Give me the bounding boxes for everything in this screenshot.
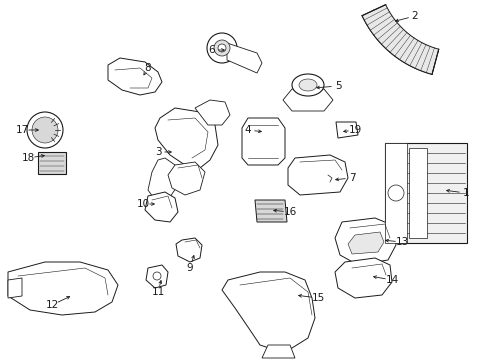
Circle shape bbox=[387, 185, 403, 201]
Polygon shape bbox=[38, 152, 66, 174]
Polygon shape bbox=[155, 108, 218, 168]
Polygon shape bbox=[145, 192, 178, 222]
Polygon shape bbox=[108, 58, 162, 95]
Bar bbox=[384, 143, 466, 243]
Text: 14: 14 bbox=[385, 275, 398, 285]
Text: 12: 12 bbox=[45, 300, 59, 310]
Polygon shape bbox=[222, 272, 314, 350]
Circle shape bbox=[32, 117, 58, 143]
Text: 9: 9 bbox=[186, 263, 193, 273]
Text: 8: 8 bbox=[144, 63, 151, 73]
Polygon shape bbox=[335, 122, 357, 138]
Polygon shape bbox=[254, 200, 286, 222]
Polygon shape bbox=[146, 265, 168, 288]
Ellipse shape bbox=[298, 79, 316, 91]
Polygon shape bbox=[262, 345, 294, 358]
Polygon shape bbox=[176, 238, 202, 262]
Text: 16: 16 bbox=[283, 207, 296, 217]
Bar bbox=[384, 143, 406, 243]
Ellipse shape bbox=[291, 74, 324, 96]
Text: 15: 15 bbox=[311, 293, 324, 303]
Text: 17: 17 bbox=[15, 125, 29, 135]
Polygon shape bbox=[287, 155, 347, 195]
Text: 5: 5 bbox=[334, 81, 341, 91]
Text: 2: 2 bbox=[411, 11, 417, 21]
Polygon shape bbox=[8, 262, 118, 315]
Text: 10: 10 bbox=[136, 199, 149, 209]
Text: 7: 7 bbox=[348, 173, 355, 183]
Text: 1: 1 bbox=[462, 188, 468, 198]
Circle shape bbox=[214, 40, 229, 56]
Text: 3: 3 bbox=[154, 147, 161, 157]
Circle shape bbox=[153, 272, 161, 280]
Circle shape bbox=[27, 112, 63, 148]
Polygon shape bbox=[226, 43, 262, 73]
Polygon shape bbox=[242, 118, 285, 165]
Bar bbox=[408, 148, 426, 238]
Polygon shape bbox=[347, 232, 383, 254]
Polygon shape bbox=[195, 100, 229, 125]
Polygon shape bbox=[168, 162, 204, 195]
Polygon shape bbox=[283, 89, 332, 111]
Text: 6: 6 bbox=[208, 45, 215, 55]
Circle shape bbox=[218, 44, 225, 52]
Text: 19: 19 bbox=[347, 125, 361, 135]
Circle shape bbox=[206, 33, 237, 63]
Polygon shape bbox=[334, 218, 395, 265]
Text: 18: 18 bbox=[21, 153, 35, 163]
Polygon shape bbox=[8, 278, 22, 298]
Text: 13: 13 bbox=[395, 237, 408, 247]
Polygon shape bbox=[362, 5, 438, 74]
Text: 4: 4 bbox=[244, 125, 251, 135]
Polygon shape bbox=[148, 158, 178, 200]
Polygon shape bbox=[334, 258, 391, 298]
Text: 11: 11 bbox=[151, 287, 164, 297]
